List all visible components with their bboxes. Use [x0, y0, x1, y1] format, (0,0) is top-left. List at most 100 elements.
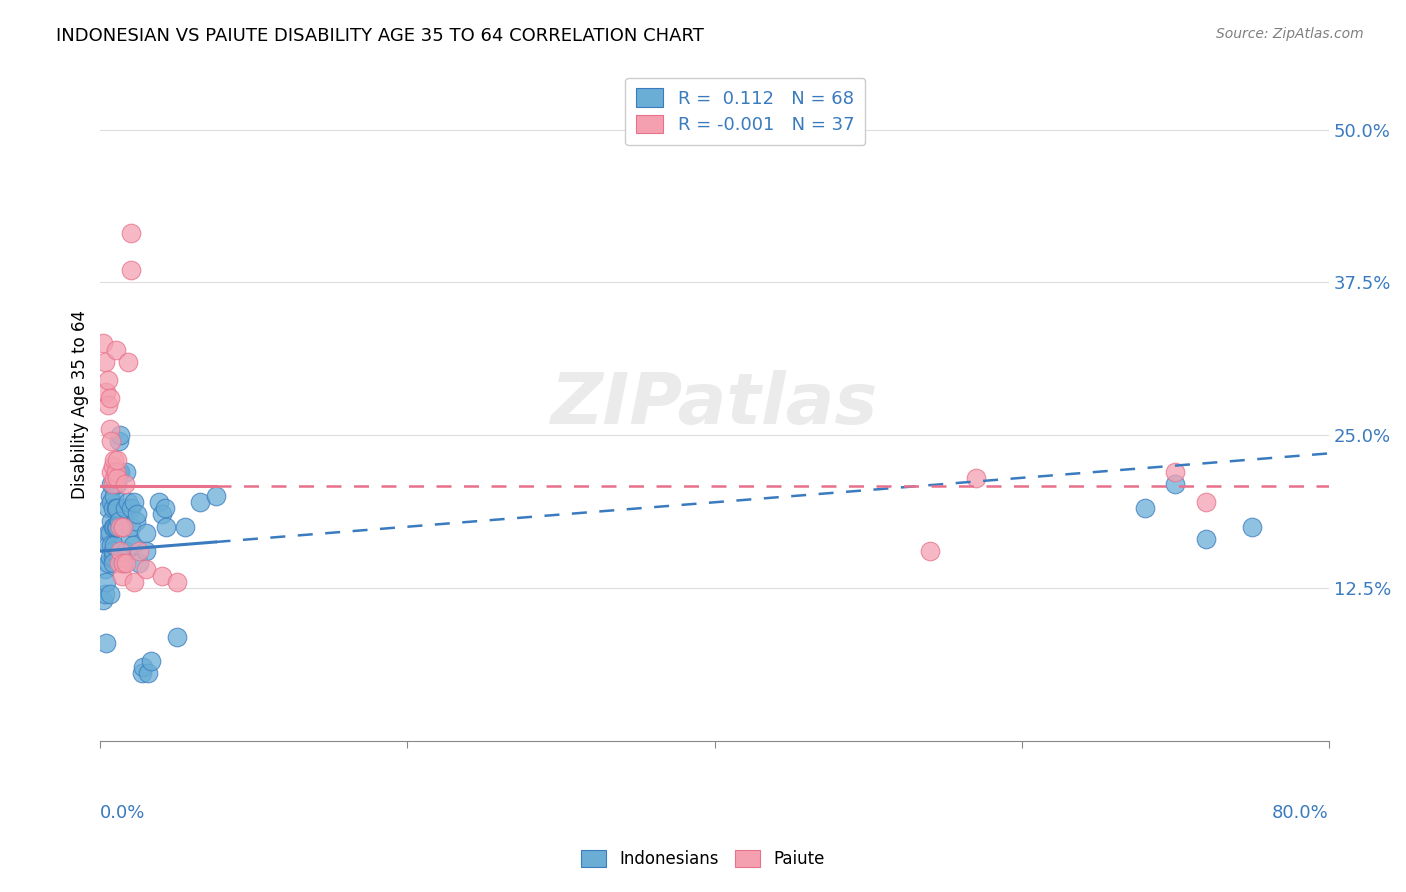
Point: [131, 666, 153, 681]
Point: [112, 557, 135, 571]
Point: [111, 568, 134, 582]
Point: [94, 587, 117, 601]
Point: [124, 514, 146, 528]
Point: [965, 471, 987, 485]
Text: 0.0%: 0.0%: [100, 804, 146, 822]
Point: [104, 501, 127, 516]
Point: [98, 587, 121, 601]
Point: [101, 544, 124, 558]
Point: [148, 495, 170, 509]
Point: [105, 452, 128, 467]
Text: ZIPatlas: ZIPatlas: [551, 370, 879, 439]
Point: [114, 477, 136, 491]
Text: Source: ZipAtlas.com: Source: ZipAtlas.com: [1216, 27, 1364, 41]
Point: [107, 434, 129, 449]
Point: [98, 525, 121, 540]
Point: [120, 519, 142, 533]
Point: [101, 477, 124, 491]
Point: [204, 489, 226, 503]
Point: [132, 660, 155, 674]
Point: [135, 544, 157, 558]
Point: [98, 422, 121, 436]
Point: [139, 654, 162, 668]
Point: [107, 557, 129, 571]
Point: [1133, 501, 1156, 516]
Point: [101, 501, 124, 516]
Point: [173, 519, 195, 533]
Point: [128, 557, 150, 571]
Point: [110, 428, 132, 442]
Point: [100, 434, 122, 449]
Point: [97, 525, 120, 540]
Point: [115, 557, 138, 571]
Text: INDONESIAN VS PAIUTE DISABILITY AGE 35 TO 64 CORRELATION CHART: INDONESIAN VS PAIUTE DISABILITY AGE 35 T…: [56, 27, 704, 45]
Point: [150, 568, 173, 582]
Point: [96, 385, 118, 400]
Point: [101, 519, 124, 533]
Point: [103, 538, 125, 552]
Point: [105, 519, 128, 533]
Point: [110, 519, 132, 533]
Point: [105, 471, 128, 485]
Legend: R =  0.112   N = 68, R = -0.001   N = 37: R = 0.112 N = 68, R = -0.001 N = 37: [626, 78, 865, 145]
Point: [94, 562, 117, 576]
Point: [104, 519, 127, 533]
Y-axis label: Disability Age 35 to 64: Disability Age 35 to 64: [72, 310, 89, 499]
Point: [120, 227, 142, 241]
Point: [122, 574, 145, 589]
Point: [97, 538, 120, 552]
Point: [96, 574, 118, 589]
Point: [97, 373, 120, 387]
Point: [155, 519, 177, 533]
Point: [97, 398, 120, 412]
Point: [103, 489, 125, 503]
Point: [94, 355, 117, 369]
Point: [103, 452, 125, 467]
Point: [100, 477, 122, 491]
Point: [98, 392, 121, 406]
Point: [104, 343, 127, 357]
Point: [101, 557, 124, 571]
Point: [1195, 532, 1218, 546]
Point: [103, 471, 125, 485]
Point: [105, 477, 128, 491]
Text: 80.0%: 80.0%: [1272, 804, 1329, 822]
Point: [101, 550, 124, 565]
Point: [135, 525, 157, 540]
Point: [118, 532, 141, 546]
Point: [128, 544, 150, 558]
Point: [166, 574, 188, 589]
Point: [120, 501, 142, 516]
Point: [1164, 465, 1187, 479]
Point: [110, 544, 132, 558]
Point: [96, 636, 118, 650]
Point: [100, 465, 122, 479]
Point: [1195, 495, 1218, 509]
Point: [115, 465, 138, 479]
Point: [107, 514, 129, 528]
Point: [93, 336, 115, 351]
Point: [107, 465, 129, 479]
Point: [97, 557, 120, 571]
Point: [97, 501, 120, 516]
Point: [127, 508, 149, 522]
Point: [112, 519, 135, 533]
Point: [100, 538, 122, 552]
Point: [120, 263, 142, 277]
Point: [188, 495, 211, 509]
Point: [112, 557, 135, 571]
Point: [98, 489, 121, 503]
Point: [150, 508, 173, 522]
Point: [117, 495, 139, 509]
Point: [136, 666, 159, 681]
Point: [121, 538, 143, 552]
Point: [101, 458, 124, 473]
Point: [115, 544, 138, 558]
Point: [105, 501, 128, 516]
Point: [104, 465, 127, 479]
Point: [112, 519, 135, 533]
Point: [1164, 477, 1187, 491]
Point: [153, 501, 176, 516]
Point: [100, 514, 122, 528]
Point: [166, 630, 188, 644]
